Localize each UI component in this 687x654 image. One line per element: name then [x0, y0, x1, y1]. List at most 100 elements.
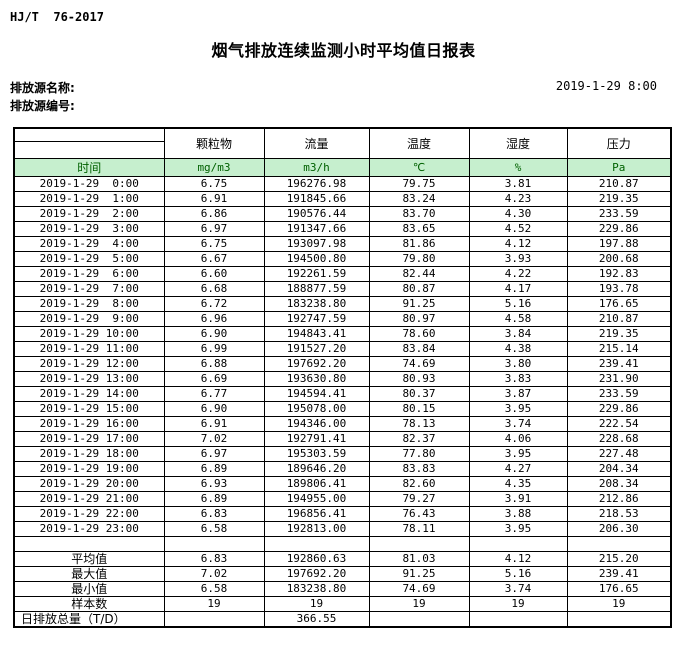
value-cell: 79.27: [368, 491, 470, 507]
value-cell: 80.97: [368, 311, 470, 327]
value-cell: [566, 611, 672, 628]
summary-label: 日排放总量（T/D）: [13, 611, 165, 628]
value-cell: 239.41: [566, 356, 672, 372]
value-cell: 6.68: [163, 281, 265, 297]
table-row: 2019-1-29 21:00 6.89 194955.00 79.27 3.91 212…: [13, 491, 672, 507]
value-cell: [163, 611, 265, 628]
unit-temperature: ℃: [368, 158, 470, 177]
value-cell: 183238.80: [263, 581, 370, 597]
value-cell: 219.35: [566, 191, 672, 207]
time-cell: 2019-1-29 6:00: [13, 266, 165, 282]
value-cell: 197692.20: [263, 356, 370, 372]
time-cell: 2019-1-29 17:00: [13, 431, 165, 447]
time-cell: 2019-1-29 3:00: [13, 221, 165, 237]
col-header-particulate: 颗粒物: [163, 127, 265, 159]
unit-row: 时间 mg/m3 m3/h ℃ % Pa: [13, 158, 672, 177]
header-row-top: 颗粒物 流量 温度 湿度 压力: [13, 127, 672, 159]
value-cell: 194346.00: [263, 416, 370, 432]
value-cell: 74.69: [368, 356, 470, 372]
corner-cell-top: [13, 127, 165, 142]
value-cell: 80.15: [368, 401, 470, 417]
report-table: 颗粒物 流量 温度 湿度 压力 时间 mg/m3 m3/h ℃ % Pa 201…: [13, 127, 672, 628]
value-cell: 19: [566, 596, 672, 612]
unit-humidity: %: [468, 158, 568, 177]
meta-row-source-code: 排放源编号:: [10, 97, 657, 115]
value-cell: 91.25: [368, 566, 470, 582]
value-cell: 6.60: [163, 266, 265, 282]
value-cell: 6.90: [163, 326, 265, 342]
value-cell: 3.93: [468, 251, 568, 267]
value-cell: 233.59: [566, 206, 672, 222]
table-row: 2019-1-29 0:00 6.75 196276.98 79.75 3.81 210.…: [13, 176, 672, 192]
table-row: 2019-1-29 8:00 6.72 183238.80 91.25 5.16 176.…: [13, 296, 672, 312]
table-row: 2019-1-29 16:00 6.91 194346.00 78.13 3.74 222…: [13, 416, 672, 432]
empty-cell: [13, 536, 165, 552]
table-row: 2019-1-29 4:00 6.75 193097.98 81.86 4.12 197.…: [13, 236, 672, 252]
value-cell: 3.81: [468, 176, 568, 192]
value-cell: 215.14: [566, 341, 672, 357]
value-cell: 192747.59: [263, 311, 370, 327]
value-cell: 78.11: [368, 521, 470, 537]
value-cell: 6.89: [163, 461, 265, 477]
value-cell: 7.02: [163, 566, 265, 582]
value-cell: 6.83: [163, 551, 265, 567]
value-cell: 76.43: [368, 506, 470, 522]
table-body: 2019-1-29 0:00 6.75 196276.98 79.75 3.81 210.…: [13, 176, 672, 628]
value-cell: 82.60: [368, 476, 470, 492]
empty-cell: [468, 536, 568, 552]
value-cell: 208.34: [566, 476, 672, 492]
value-cell: 74.69: [368, 581, 470, 597]
value-cell: 193.78: [566, 281, 672, 297]
value-cell: 197692.20: [263, 566, 370, 582]
value-cell: 6.91: [163, 191, 265, 207]
table-row: 2019-1-29 11:00 6.99 191527.20 83.84 4.38 215…: [13, 341, 672, 357]
value-cell: 233.59: [566, 386, 672, 402]
summary-label: 平均值: [13, 551, 165, 567]
time-cell: 2019-1-29 10:00: [13, 326, 165, 342]
value-cell: 6.93: [163, 476, 265, 492]
value-cell: 19: [468, 596, 568, 612]
value-cell: 4.17: [468, 281, 568, 297]
value-cell: 231.90: [566, 371, 672, 387]
meta-row-source-name: 排放源名称: 2019-1-29 8:00: [10, 79, 657, 97]
unit-pressure: Pa: [566, 158, 672, 177]
table-row: 2019-1-29 20:00 6.93 189806.41 82.60 4.35 208…: [13, 476, 672, 492]
time-cell: 2019-1-29 23:00: [13, 521, 165, 537]
value-cell: 81.86: [368, 236, 470, 252]
value-cell: 193097.98: [263, 236, 370, 252]
col-header-temperature: 温度: [368, 127, 470, 159]
value-cell: 6.97: [163, 446, 265, 462]
value-cell: 4.52: [468, 221, 568, 237]
value-cell: 194594.41: [263, 386, 370, 402]
value-cell: 229.86: [566, 401, 672, 417]
time-cell: 2019-1-29 8:00: [13, 296, 165, 312]
value-cell: 19: [368, 596, 470, 612]
value-cell: 79.75: [368, 176, 470, 192]
summary-row: 最大值 7.02 197692.20 91.25 5.16 239.41: [13, 566, 672, 582]
summary-label: 最小值: [13, 581, 165, 597]
value-cell: 194500.80: [263, 251, 370, 267]
empty-cell: [163, 536, 265, 552]
value-cell: 3.83: [468, 371, 568, 387]
report-datetime: 2019-1-29 8:00: [555, 79, 657, 93]
value-cell: 176.65: [566, 296, 672, 312]
value-cell: 200.68: [566, 251, 672, 267]
summary-row: 最小值 6.58 183238.80 74.69 3.74 176.65: [13, 581, 672, 597]
value-cell: 6.90: [163, 401, 265, 417]
value-cell: 192.83: [566, 266, 672, 282]
table-row: 2019-1-29 18:00 6.97 195303.59 77.80 3.95 227…: [13, 446, 672, 462]
value-cell: 228.68: [566, 431, 672, 447]
time-cell: 2019-1-29 18:00: [13, 446, 165, 462]
value-cell: 4.12: [468, 551, 568, 567]
value-cell: 190576.44: [263, 206, 370, 222]
value-cell: 4.30: [468, 206, 568, 222]
value-cell: 204.34: [566, 461, 672, 477]
value-cell: 3.88: [468, 506, 568, 522]
col-header-humidity: 湿度: [468, 127, 568, 159]
summary-label: 样本数: [13, 596, 165, 612]
value-cell: 191845.66: [263, 191, 370, 207]
value-cell: 6.58: [163, 581, 265, 597]
value-cell: 5.16: [468, 296, 568, 312]
value-cell: 83.70: [368, 206, 470, 222]
value-cell: 4.35: [468, 476, 568, 492]
